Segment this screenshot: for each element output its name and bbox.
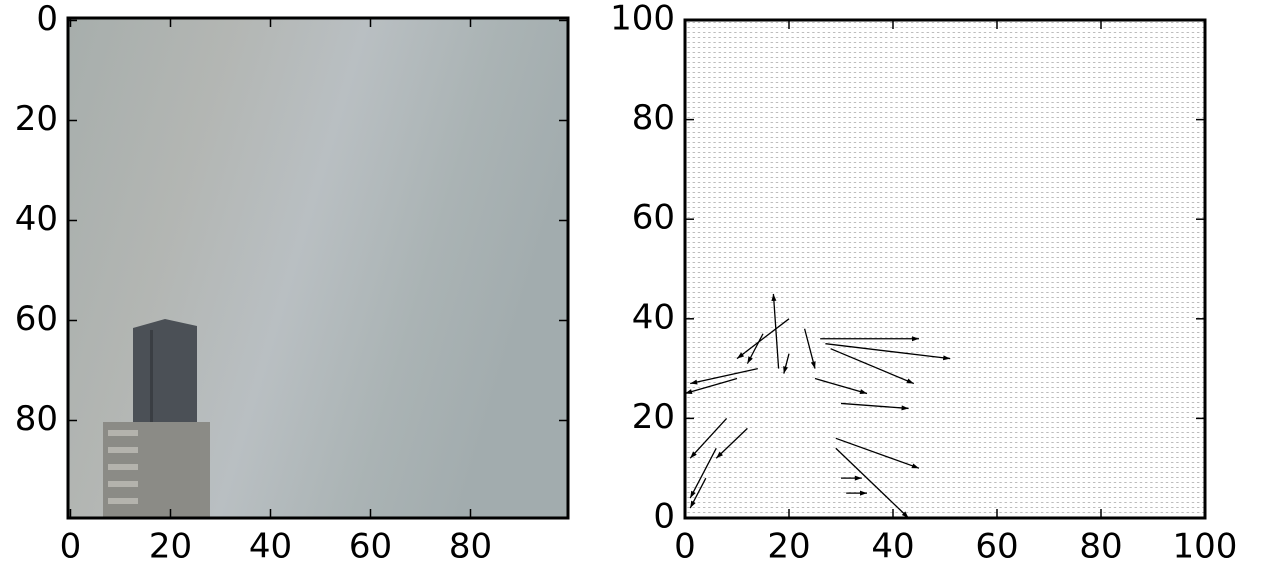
x-tick-label: 80 bbox=[449, 527, 492, 566]
quiver-arrow-head bbox=[690, 451, 697, 459]
quiver-arrow-head bbox=[906, 378, 914, 384]
quiver-arrow-head bbox=[747, 356, 753, 364]
quiver-arrow-head bbox=[912, 336, 919, 342]
quiver-arrow-head bbox=[810, 361, 816, 369]
x-tick-label: 40 bbox=[871, 527, 914, 566]
axes-frame bbox=[66, 16, 570, 520]
x-tick-label: 20 bbox=[149, 527, 192, 566]
axes-frame bbox=[683, 18, 1207, 520]
quiver-arrow-head bbox=[716, 451, 723, 459]
quiver-arrow bbox=[814, 377, 868, 395]
quiver-arrow-head bbox=[690, 379, 698, 385]
photo-building bbox=[103, 422, 210, 518]
quiver-arrow-head bbox=[771, 293, 777, 302]
quiver-arrow bbox=[825, 343, 951, 360]
quiver-arrow-head bbox=[859, 389, 867, 394]
quiver-arrow bbox=[684, 377, 738, 395]
quiver-arrow bbox=[830, 348, 915, 385]
x-tick-label: 60 bbox=[975, 527, 1018, 566]
x-tick-label: 40 bbox=[249, 527, 292, 566]
y-tick-label: 20 bbox=[632, 397, 675, 437]
quiver-background-field bbox=[685, 20, 1205, 518]
quiver-arrow-head bbox=[942, 355, 951, 361]
quiver-arrow bbox=[689, 447, 717, 499]
y-tick-label: 80 bbox=[632, 98, 675, 138]
quiver-arrow-head bbox=[901, 405, 909, 411]
photo-tower bbox=[133, 319, 197, 422]
x-tick-label: 60 bbox=[349, 527, 392, 566]
y-tick-label: 0 bbox=[36, 0, 58, 39]
quiver-arrow-head bbox=[690, 490, 696, 499]
x-tick-label: 0 bbox=[60, 527, 82, 566]
y-tick-label: 60 bbox=[15, 299, 58, 339]
quiver-arrow-head bbox=[783, 366, 788, 374]
quiver-arrow bbox=[715, 427, 748, 459]
quiver-arrow-head bbox=[901, 511, 909, 518]
quiver-arrow-head bbox=[860, 490, 867, 496]
quiver-arrow bbox=[772, 293, 780, 369]
x-tick-label: 100 bbox=[1173, 527, 1238, 566]
y-tick-label: 60 bbox=[632, 198, 675, 238]
x-tick-label: 20 bbox=[767, 527, 810, 566]
photo-tower-edge bbox=[150, 330, 153, 422]
photo-windows bbox=[108, 430, 138, 504]
y-tick-label: 40 bbox=[632, 297, 675, 337]
x-tick-label: 0 bbox=[674, 527, 696, 566]
image-panel bbox=[68, 18, 568, 518]
quiver-arrow-head bbox=[737, 352, 745, 359]
quiver-arrow-head bbox=[690, 500, 696, 509]
quiver-arrow bbox=[736, 318, 790, 360]
y-tick-label: 80 bbox=[15, 399, 58, 439]
y-tick-label: 0 bbox=[653, 497, 675, 537]
quiver-arrow-head bbox=[854, 475, 862, 481]
y-tick-label: 100 bbox=[610, 0, 675, 39]
quiver-arrow bbox=[690, 367, 758, 385]
quiver-arrow bbox=[689, 417, 728, 459]
quiver-arrow-head bbox=[911, 463, 919, 469]
quiver-arrow bbox=[835, 447, 910, 519]
y-tick-label: 20 bbox=[15, 99, 58, 139]
quiver-arrow bbox=[840, 402, 909, 410]
x-tick-label: 80 bbox=[1079, 527, 1122, 566]
quiver-arrow bbox=[835, 437, 920, 469]
quiver-arrow-head bbox=[685, 389, 693, 394]
y-tick-label: 40 bbox=[15, 199, 58, 239]
